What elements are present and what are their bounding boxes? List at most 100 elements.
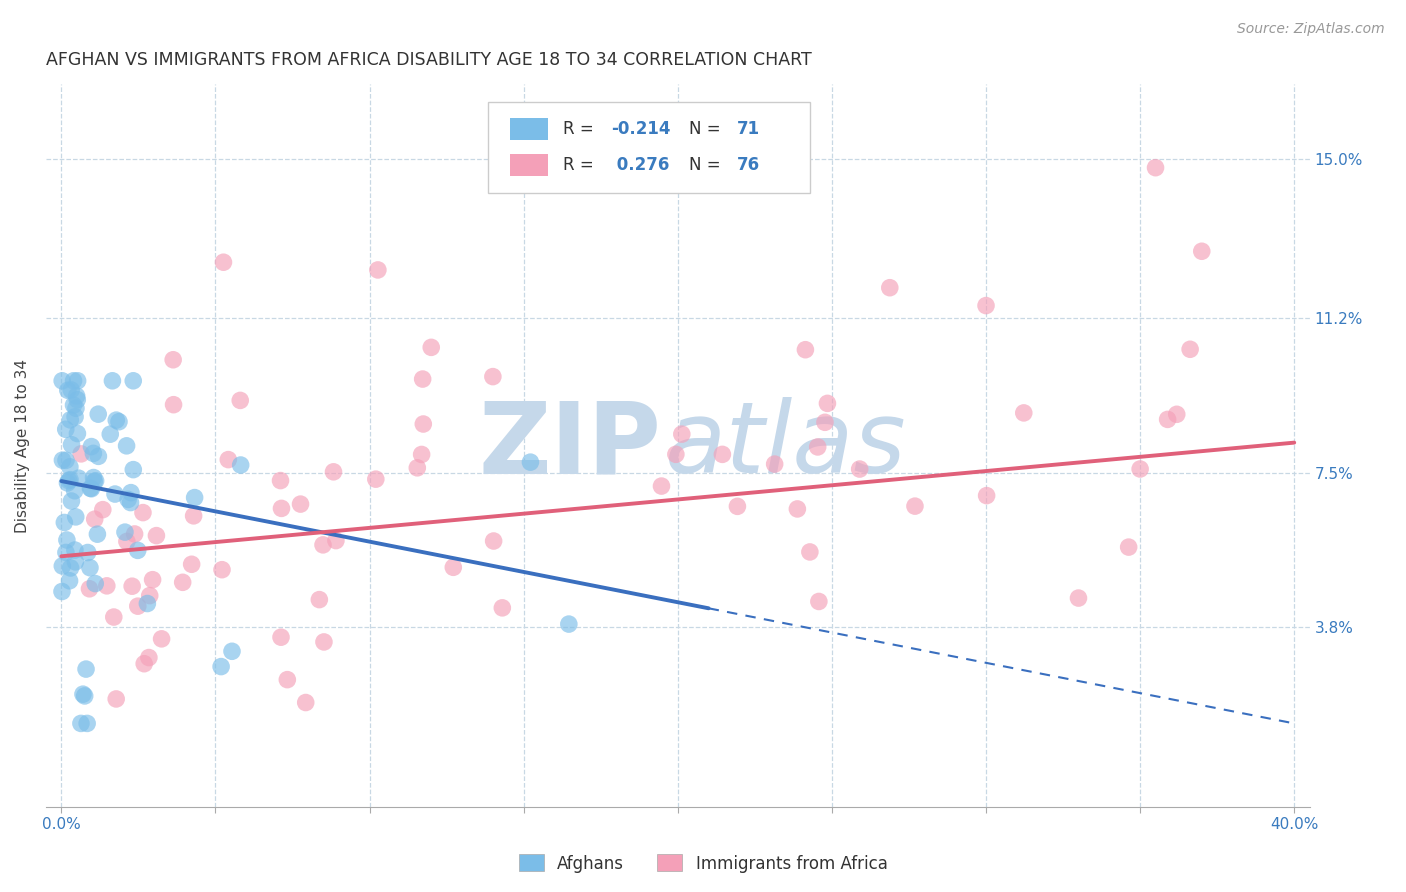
Point xyxy=(367,263,389,277)
Point xyxy=(51,374,73,388)
Text: N =: N = xyxy=(689,156,725,174)
Point xyxy=(120,495,142,509)
Point xyxy=(66,374,89,388)
Point xyxy=(491,600,513,615)
Point xyxy=(56,533,79,547)
Point xyxy=(211,563,233,577)
Point xyxy=(270,501,292,516)
Point xyxy=(65,401,87,416)
Point xyxy=(122,374,145,388)
Point xyxy=(66,389,89,403)
Point xyxy=(105,413,128,427)
Point xyxy=(83,475,105,489)
Legend: Afghans, Immigrants from Africa: Afghans, Immigrants from Africa xyxy=(512,847,894,880)
Point xyxy=(229,393,252,408)
Point xyxy=(138,650,160,665)
Point xyxy=(84,474,107,488)
Point xyxy=(60,494,83,508)
Point xyxy=(87,407,110,421)
Point xyxy=(63,483,86,498)
Point xyxy=(519,455,541,469)
Point xyxy=(794,343,817,357)
Text: AFGHAN VS IMMIGRANTS FROM AFRICA DISABILITY AGE 18 TO 34 CORRELATION CHART: AFGHAN VS IMMIGRANTS FROM AFRICA DISABIL… xyxy=(46,51,811,69)
Point xyxy=(65,509,87,524)
Point xyxy=(122,462,145,476)
Point xyxy=(411,447,433,461)
Point xyxy=(66,426,89,441)
Point xyxy=(671,427,693,442)
Point xyxy=(441,560,464,574)
Point xyxy=(209,659,232,673)
Point xyxy=(62,398,84,412)
Y-axis label: Disability Age 18 to 34: Disability Age 18 to 34 xyxy=(15,359,30,533)
Point xyxy=(51,453,73,467)
Point xyxy=(183,491,205,505)
Point xyxy=(105,692,128,706)
Point xyxy=(138,589,160,603)
Point xyxy=(308,592,330,607)
Point xyxy=(904,499,927,513)
Point xyxy=(108,415,131,429)
Point xyxy=(115,534,138,549)
Point xyxy=(183,508,205,523)
Point xyxy=(212,255,235,269)
Point xyxy=(96,579,118,593)
Point xyxy=(786,502,808,516)
Point xyxy=(63,543,86,558)
Point xyxy=(55,422,77,436)
Text: 71: 71 xyxy=(737,120,761,138)
Point xyxy=(817,396,839,410)
Point xyxy=(124,527,146,541)
Point xyxy=(53,516,76,530)
Point xyxy=(67,471,90,485)
Point xyxy=(55,453,77,467)
Point xyxy=(221,644,243,658)
Point xyxy=(879,281,901,295)
Point xyxy=(79,582,101,596)
Point xyxy=(70,716,93,731)
Point xyxy=(276,673,298,687)
Text: N =: N = xyxy=(689,120,725,138)
Point xyxy=(162,398,184,412)
Point xyxy=(1129,462,1152,476)
Point xyxy=(725,500,748,514)
Point xyxy=(98,427,121,442)
Point xyxy=(142,573,165,587)
Point xyxy=(84,576,107,591)
Point xyxy=(70,447,93,461)
Point xyxy=(558,617,581,632)
Point xyxy=(412,372,434,386)
Point xyxy=(290,497,312,511)
Point xyxy=(807,440,830,454)
Text: R =: R = xyxy=(562,156,599,174)
Point xyxy=(270,474,292,488)
Point xyxy=(312,635,335,649)
Point xyxy=(58,574,80,588)
Point xyxy=(83,512,105,526)
Point xyxy=(86,527,108,541)
Point xyxy=(974,299,997,313)
Point xyxy=(76,716,98,731)
Point xyxy=(58,474,80,488)
Point xyxy=(134,657,156,671)
Point xyxy=(799,545,821,559)
Point xyxy=(132,506,155,520)
Point xyxy=(51,558,73,573)
Point xyxy=(665,447,688,461)
Point xyxy=(62,374,84,388)
Point xyxy=(72,687,94,701)
Point xyxy=(63,409,86,424)
Point xyxy=(1156,412,1178,426)
FancyBboxPatch shape xyxy=(488,103,810,193)
Point xyxy=(322,465,344,479)
Point xyxy=(482,369,505,384)
Point xyxy=(51,584,73,599)
Point xyxy=(1067,591,1090,605)
Point xyxy=(136,597,159,611)
Point xyxy=(180,558,202,572)
Point xyxy=(325,533,347,548)
Point xyxy=(79,481,101,495)
Point xyxy=(115,439,138,453)
Point xyxy=(101,374,124,388)
Point xyxy=(1191,244,1213,259)
